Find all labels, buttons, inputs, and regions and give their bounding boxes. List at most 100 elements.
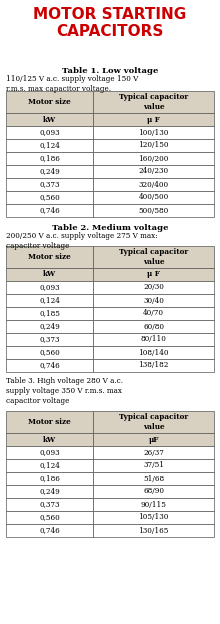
Bar — [6, 268, 93, 281]
Bar — [6, 333, 93, 346]
Text: 0,124: 0,124 — [39, 296, 60, 305]
Bar — [93, 126, 214, 139]
Text: 0,249: 0,249 — [39, 167, 60, 175]
Text: 105/130: 105/130 — [139, 514, 169, 522]
Text: 0,746: 0,746 — [39, 527, 60, 535]
Bar — [93, 246, 214, 268]
Bar — [6, 433, 93, 446]
Bar — [93, 165, 214, 178]
Bar — [93, 459, 214, 472]
Text: 240/230: 240/230 — [139, 167, 169, 175]
Bar — [93, 446, 214, 459]
Bar — [6, 294, 93, 307]
Bar — [93, 204, 214, 217]
Text: kW: kW — [43, 270, 56, 278]
Bar — [93, 359, 214, 372]
Text: 0,373: 0,373 — [39, 336, 60, 343]
Text: 0,185: 0,185 — [39, 310, 60, 318]
Text: kW: kW — [43, 115, 56, 124]
Bar — [6, 524, 93, 537]
Text: 90/115: 90/115 — [141, 500, 167, 509]
Text: 110/125 V a.c. supply voltage 150 V
r.m.s. max capacitor voltage.: 110/125 V a.c. supply voltage 150 V r.m.… — [6, 75, 138, 93]
Text: Table 1. Low voltage: Table 1. Low voltage — [62, 67, 158, 75]
Bar — [6, 346, 93, 359]
Text: 0,373: 0,373 — [39, 500, 60, 509]
Text: 0,746: 0,746 — [39, 207, 60, 215]
Text: Motor size: Motor size — [28, 98, 71, 106]
Bar — [93, 281, 214, 294]
Bar — [6, 246, 93, 268]
Text: 20/30: 20/30 — [143, 283, 164, 291]
Text: 0,186: 0,186 — [39, 474, 60, 482]
Bar — [6, 204, 93, 217]
Bar — [93, 433, 214, 446]
Text: 0,249: 0,249 — [39, 323, 60, 331]
Bar — [93, 139, 214, 152]
Bar — [93, 472, 214, 485]
Text: 0,124: 0,124 — [39, 142, 60, 150]
Bar — [6, 485, 93, 498]
Bar — [93, 307, 214, 320]
Bar — [93, 191, 214, 204]
Text: μ F: μ F — [147, 270, 160, 278]
Text: 200/250 V a.c. supply voltage 275 V max:
capacitor voltage: 200/250 V a.c. supply voltage 275 V max:… — [6, 232, 158, 250]
Text: 138/182: 138/182 — [139, 361, 169, 369]
Text: 68/90: 68/90 — [143, 487, 164, 495]
Text: 60/80: 60/80 — [143, 323, 164, 331]
Text: 37/51: 37/51 — [143, 462, 164, 469]
Text: 100/130: 100/130 — [139, 129, 169, 137]
Bar — [93, 113, 214, 126]
Bar — [6, 359, 93, 372]
Text: Table 3. High voltage 280 V a.c.
supply voltage 350 V r.m.s. max
capacitor volta: Table 3. High voltage 280 V a.c. supply … — [6, 377, 123, 404]
Bar — [93, 411, 214, 433]
Bar — [93, 178, 214, 191]
Bar — [6, 126, 93, 139]
Text: 160/200: 160/200 — [139, 155, 169, 162]
Bar — [6, 498, 93, 511]
Text: 30/40: 30/40 — [143, 296, 164, 305]
Bar — [93, 268, 214, 281]
Bar — [6, 178, 93, 191]
Text: μ F: μ F — [147, 115, 160, 124]
Text: 0,560: 0,560 — [39, 193, 60, 202]
Text: kW: kW — [43, 436, 56, 444]
Text: Typical capacitor
value: Typical capacitor value — [119, 94, 188, 110]
Text: 0,093: 0,093 — [39, 129, 60, 137]
Text: Motor size: Motor size — [28, 418, 71, 426]
Text: CAPACITORS: CAPACITORS — [56, 24, 164, 39]
Bar — [93, 91, 214, 113]
Text: 0,373: 0,373 — [39, 180, 60, 188]
Text: 108/140: 108/140 — [138, 348, 169, 356]
Bar — [6, 165, 93, 178]
Bar — [93, 333, 214, 346]
Bar — [6, 113, 93, 126]
Bar — [6, 511, 93, 524]
Bar — [6, 281, 93, 294]
Bar — [6, 320, 93, 333]
Text: 0,186: 0,186 — [39, 155, 60, 162]
Bar — [6, 152, 93, 165]
Text: 40/70: 40/70 — [143, 310, 164, 318]
Bar — [93, 485, 214, 498]
Text: 130/165: 130/165 — [139, 527, 169, 535]
Bar — [6, 91, 93, 113]
Bar — [93, 346, 214, 359]
Text: 51/68: 51/68 — [143, 474, 164, 482]
Text: 0,560: 0,560 — [39, 514, 60, 522]
Text: MOTOR STARTING: MOTOR STARTING — [33, 7, 187, 22]
Text: Typical capacitor
value: Typical capacitor value — [119, 248, 188, 266]
Text: 0,093: 0,093 — [39, 283, 60, 291]
Text: 500/580: 500/580 — [139, 207, 169, 215]
Text: 26/37: 26/37 — [143, 449, 164, 457]
Text: μF: μF — [148, 436, 159, 444]
Bar — [93, 152, 214, 165]
Bar — [93, 524, 214, 537]
Text: 0,560: 0,560 — [39, 348, 60, 356]
Bar — [6, 459, 93, 472]
Text: Typical capacitor
value: Typical capacitor value — [119, 414, 188, 431]
Bar — [93, 498, 214, 511]
Text: 0,124: 0,124 — [39, 462, 60, 469]
Bar — [6, 411, 93, 433]
Text: Table 2. Medium voltage: Table 2. Medium voltage — [52, 224, 168, 232]
Text: 400/500: 400/500 — [139, 193, 169, 202]
